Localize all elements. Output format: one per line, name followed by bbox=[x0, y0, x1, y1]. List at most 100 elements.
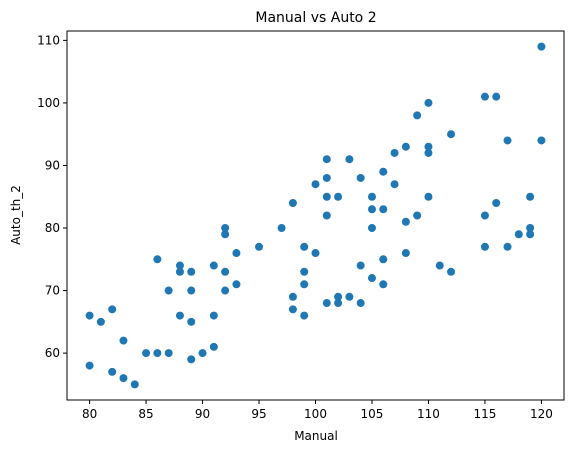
x-tick-label-3: 95 bbox=[251, 407, 266, 421]
data-point-0-74 bbox=[447, 130, 456, 139]
y-tick-label-4: 100 bbox=[37, 96, 60, 110]
data-point-0-86 bbox=[526, 230, 535, 239]
x-tick-label-4: 100 bbox=[304, 407, 327, 421]
data-point-0-12 bbox=[164, 349, 173, 358]
data-point-0-33 bbox=[288, 292, 297, 301]
data-point-0-58 bbox=[379, 167, 388, 176]
data-point-0-78 bbox=[480, 242, 489, 251]
x-tick-label-0: 80 bbox=[82, 407, 97, 421]
data-point-0-17 bbox=[187, 286, 196, 295]
y-tick-label-3: 90 bbox=[45, 158, 60, 172]
data-point-0-79 bbox=[492, 92, 501, 101]
data-point-0-25 bbox=[221, 230, 230, 239]
data-point-0-1 bbox=[85, 361, 94, 370]
data-point-0-3 bbox=[108, 305, 117, 314]
data-point-0-63 bbox=[390, 180, 399, 189]
y-tick-label-0: 60 bbox=[45, 346, 60, 360]
data-point-0-83 bbox=[514, 230, 523, 239]
data-point-0-2 bbox=[96, 317, 105, 326]
data-point-0-73 bbox=[435, 261, 444, 270]
data-point-0-45 bbox=[322, 299, 331, 308]
data-point-0-40 bbox=[311, 249, 320, 258]
data-point-0-0 bbox=[85, 311, 94, 320]
data-point-0-53 bbox=[356, 299, 365, 308]
data-point-0-34 bbox=[288, 305, 297, 314]
data-point-0-32 bbox=[288, 198, 297, 207]
y-tick-label-5: 110 bbox=[37, 33, 60, 47]
data-point-0-20 bbox=[198, 349, 207, 358]
data-point-0-76 bbox=[480, 92, 489, 101]
data-point-0-9 bbox=[153, 255, 162, 264]
data-point-0-57 bbox=[367, 274, 376, 283]
data-point-0-44 bbox=[322, 211, 331, 220]
x-tick-label-6: 110 bbox=[417, 407, 440, 421]
data-point-0-22 bbox=[209, 311, 218, 320]
data-point-0-4 bbox=[108, 367, 117, 376]
data-point-0-28 bbox=[232, 249, 241, 258]
data-point-0-56 bbox=[367, 224, 376, 233]
data-point-0-13 bbox=[175, 261, 184, 270]
data-point-0-10 bbox=[153, 349, 162, 358]
data-point-0-30 bbox=[255, 242, 264, 251]
data-point-0-19 bbox=[187, 355, 196, 364]
data-point-0-21 bbox=[209, 261, 218, 270]
data-point-0-66 bbox=[401, 249, 410, 258]
x-tick-label-1: 85 bbox=[138, 407, 153, 421]
data-point-0-27 bbox=[221, 286, 230, 295]
data-point-0-70 bbox=[424, 142, 433, 151]
x-tick-label-8: 120 bbox=[530, 407, 553, 421]
y-axis-label: Auto_th_2 bbox=[9, 185, 23, 245]
data-point-0-31 bbox=[277, 224, 286, 233]
data-point-0-72 bbox=[424, 192, 433, 201]
data-point-0-7 bbox=[130, 380, 139, 389]
data-point-0-69 bbox=[424, 98, 433, 107]
y-axis-ticks: 60 70 80 90 100 110 bbox=[37, 33, 67, 360]
data-point-0-43 bbox=[322, 192, 331, 201]
data-point-0-80 bbox=[492, 198, 501, 207]
data-point-0-26 bbox=[221, 267, 230, 276]
data-point-0-50 bbox=[345, 292, 354, 301]
data-point-0-29 bbox=[232, 280, 241, 289]
data-point-0-81 bbox=[503, 136, 512, 145]
data-point-0-64 bbox=[401, 142, 410, 151]
data-point-0-65 bbox=[401, 217, 410, 226]
data-point-0-54 bbox=[367, 192, 376, 201]
data-point-0-59 bbox=[379, 205, 388, 214]
data-point-0-39 bbox=[311, 180, 320, 189]
data-point-0-51 bbox=[356, 173, 365, 182]
y-tick-label-1: 70 bbox=[45, 284, 60, 298]
data-point-0-8 bbox=[142, 349, 151, 358]
data-point-0-15 bbox=[175, 311, 184, 320]
chart-title: Manual vs Auto 2 bbox=[255, 10, 376, 26]
data-point-0-46 bbox=[334, 192, 343, 201]
data-point-0-11 bbox=[164, 286, 173, 295]
data-point-0-60 bbox=[379, 255, 388, 264]
data-point-0-6 bbox=[119, 374, 128, 383]
x-axis-label: Manual bbox=[294, 429, 338, 443]
data-point-0-23 bbox=[209, 342, 218, 351]
data-point-0-14 bbox=[175, 267, 184, 276]
data-point-0-38 bbox=[300, 311, 309, 320]
data-point-0-84 bbox=[526, 192, 535, 201]
scatter-points bbox=[85, 42, 546, 389]
data-point-0-71 bbox=[424, 148, 433, 157]
data-point-0-75 bbox=[447, 267, 456, 276]
data-point-0-55 bbox=[367, 205, 376, 214]
data-point-0-68 bbox=[413, 211, 422, 220]
data-point-0-5 bbox=[119, 336, 128, 345]
x-tick-label-2: 90 bbox=[195, 407, 210, 421]
plot-frame bbox=[66, 30, 565, 401]
data-point-0-85 bbox=[526, 224, 535, 233]
data-point-0-37 bbox=[300, 280, 309, 289]
data-point-0-82 bbox=[503, 242, 512, 251]
data-point-0-35 bbox=[300, 242, 309, 251]
data-point-0-42 bbox=[322, 173, 331, 182]
data-point-0-48 bbox=[334, 299, 343, 308]
data-point-0-62 bbox=[390, 148, 399, 157]
data-point-0-36 bbox=[300, 267, 309, 276]
x-tick-label-7: 115 bbox=[473, 407, 496, 421]
data-point-0-49 bbox=[345, 155, 354, 164]
data-point-0-18 bbox=[187, 317, 196, 326]
data-point-0-67 bbox=[413, 111, 422, 120]
